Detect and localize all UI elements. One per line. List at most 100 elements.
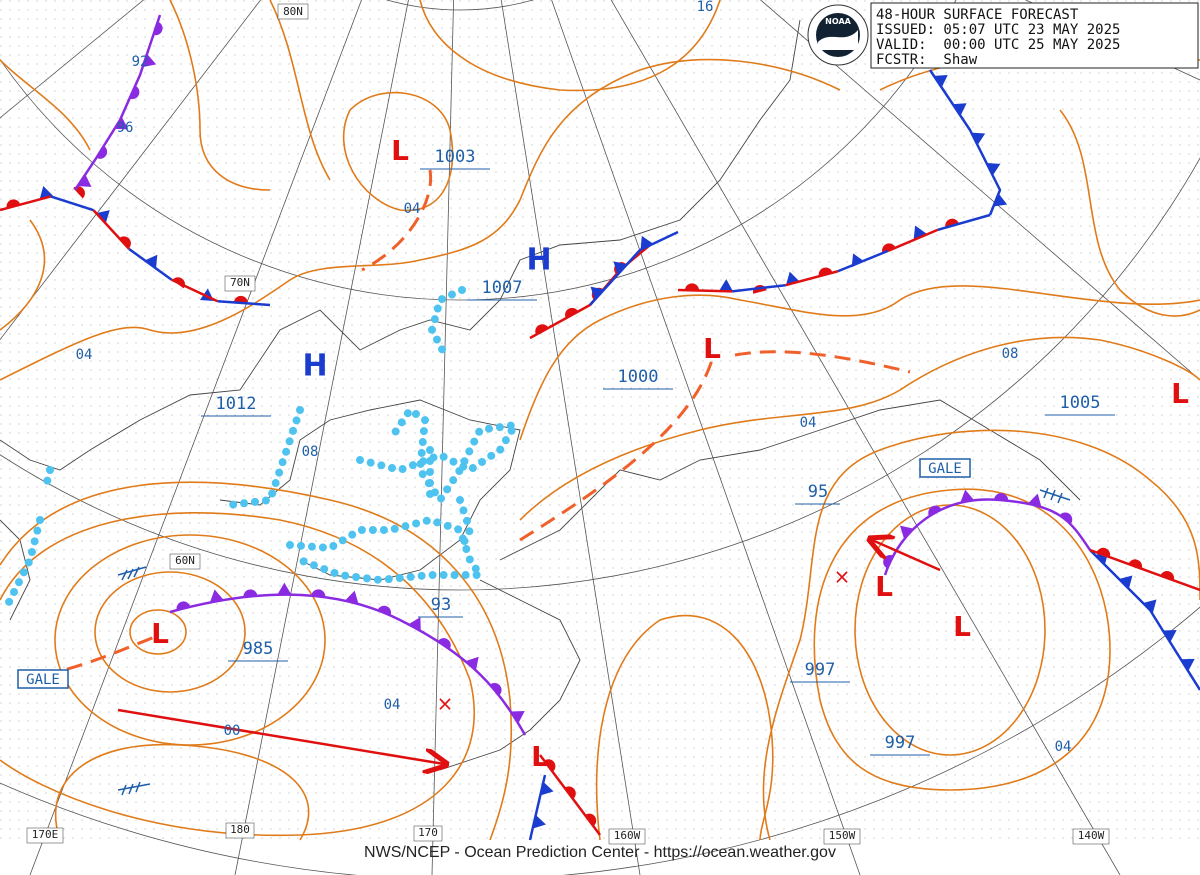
- front: [539, 754, 601, 836]
- front-symbols: [0, 186, 271, 307]
- front: [169, 593, 527, 736]
- iso: [169, 0, 271, 191]
- grid: [0, 0, 262, 341]
- grid-label: 140W: [1078, 829, 1105, 842]
- front-symbol: [1059, 512, 1073, 524]
- grid: [29, 0, 362, 875]
- grid: [0, 0, 957, 301]
- iso: [342, 91, 454, 212]
- front-symbol: [971, 132, 986, 146]
- center-pressure: 1012: [216, 394, 257, 414]
- front-segment: [171, 278, 219, 303]
- front-symbol: [119, 236, 131, 249]
- header-line: 48-HOUR SURFACE FORECAST: [876, 7, 1079, 23]
- rect: [277, 3, 309, 20]
- grid-label: 150W: [829, 829, 856, 842]
- front-symbol: [114, 117, 129, 130]
- isobar-label: 92: [132, 54, 149, 70]
- grid-labels: 80N 70N 60N 170E 180 170 160W 150W 140W: [26, 3, 1110, 845]
- center-pressure: 1000: [618, 367, 659, 387]
- front-symbol: [945, 218, 959, 228]
- iso: [0, 512, 475, 837]
- grid-label: 60N: [175, 554, 195, 567]
- isobar-label: 00: [224, 723, 241, 739]
- gale-warning: GALE: [26, 672, 60, 688]
- center-pressures: 1003 1007 1000 1012 1005 95 985 93 997 9…: [201, 147, 1115, 756]
- front-symbol: [613, 261, 627, 275]
- front-symbol: [684, 283, 699, 291]
- grid-label: 160W: [614, 829, 641, 842]
- warnings: GALE GALE: [17, 458, 971, 689]
- rect: [225, 822, 255, 839]
- front-symbols: [176, 582, 525, 724]
- header-box: [870, 2, 1199, 69]
- iso: [595, 614, 774, 841]
- front-symbol: [899, 525, 914, 539]
- rect: [608, 828, 646, 845]
- trough: [519, 359, 714, 542]
- grid: [431, 0, 454, 875]
- front-symbol: [1118, 575, 1133, 589]
- coast: [0, 19, 801, 471]
- front-symbols: [590, 235, 654, 300]
- front-symbol: [490, 683, 502, 696]
- svg-text:×: ×: [834, 565, 851, 589]
- grid: [551, 0, 861, 875]
- ice: [226, 406, 304, 509]
- isobar-label: 04: [800, 415, 817, 431]
- front-symbol: [6, 199, 21, 209]
- front-symbol: [986, 162, 1001, 176]
- front-symbol: [176, 601, 191, 611]
- front: [883, 498, 1092, 576]
- isobar-label: 08: [1002, 346, 1019, 362]
- line: [872, 540, 941, 572]
- iso: [0, 58, 841, 381]
- path: [117, 487, 1071, 796]
- grid-label: 170E: [32, 828, 59, 841]
- front-symbol: [465, 656, 479, 671]
- ice: [427, 286, 466, 359]
- high-center: H: [302, 349, 327, 384]
- rect: [413, 825, 443, 842]
- iso: [1059, 109, 1200, 317]
- header-line: FCSTR: Shaw: [876, 52, 978, 68]
- ice: [426, 446, 475, 554]
- front-segment: [128, 247, 173, 281]
- front-symbol: [718, 279, 733, 292]
- low-center: L: [1171, 377, 1189, 410]
- front-symbol: [913, 225, 927, 240]
- rect: [26, 827, 64, 844]
- ice: [286, 515, 488, 585]
- isobar-label: 16: [697, 0, 714, 15]
- front-symbol: [993, 193, 1008, 207]
- low-center: L: [151, 617, 169, 650]
- front-segment: [937, 213, 991, 231]
- front: [928, 69, 1002, 216]
- iso: [94, 571, 246, 693]
- logo-text: NOAA: [825, 17, 851, 26]
- iso: [0, 481, 513, 841]
- front-segment: [837, 249, 889, 273]
- footer: NWS/NCEP - Ocean Prediction Center - htt…: [364, 844, 836, 861]
- low-center: L: [391, 134, 409, 167]
- front: [528, 774, 547, 841]
- grid-label: 70N: [230, 276, 250, 289]
- front-segment: [785, 270, 839, 287]
- front-symbol: [209, 589, 224, 603]
- iso: [269, 0, 331, 181]
- header-line: VALID: 00:00 UTC 25 MAY 2025: [876, 37, 1120, 53]
- front-symbol: [77, 174, 92, 187]
- grid-label: 180: [230, 823, 250, 836]
- front-symbols: [677, 213, 991, 294]
- center-pressure: 985: [243, 639, 274, 659]
- isobar-label: 08: [302, 444, 319, 460]
- rect: [169, 553, 201, 570]
- iso: [0, 219, 46, 331]
- grid-label: 170: [418, 826, 438, 839]
- iso: [813, 488, 1111, 791]
- center-pressure: 1005: [1060, 393, 1101, 413]
- trough: [734, 350, 911, 374]
- low-center: L: [875, 570, 893, 603]
- front-segment: [92, 209, 130, 250]
- front-symbol: [277, 582, 292, 595]
